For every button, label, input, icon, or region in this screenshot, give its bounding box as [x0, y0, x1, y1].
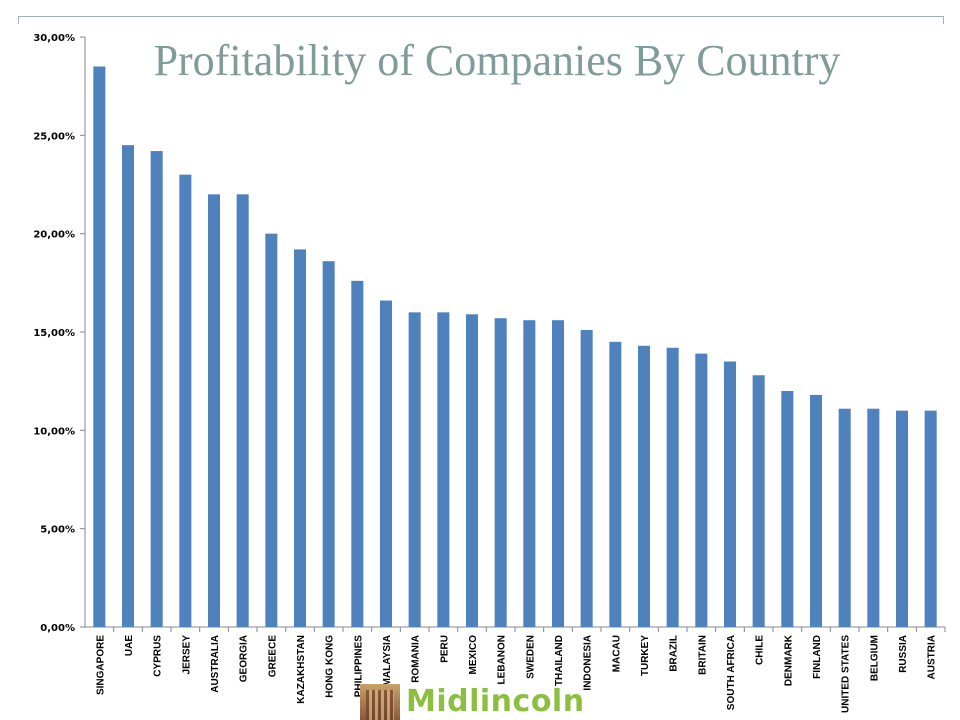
bar-peru: [437, 312, 450, 627]
bar-belgium: [867, 408, 880, 627]
x-tick-label: PERU: [439, 635, 450, 663]
x-tick-label: SOUTH AFRICA: [726, 635, 737, 710]
bar-lebanon: [494, 318, 507, 627]
bar-philippines: [351, 280, 364, 627]
bar-chile: [752, 375, 765, 627]
x-tick-label: INDONESIA: [583, 635, 594, 691]
bar-mexico: [465, 314, 479, 627]
x-tick-label: GEORGIA: [239, 635, 250, 682]
bar-thailand: [551, 320, 565, 627]
bar-georgia: [236, 194, 249, 628]
x-tick-label: GREECE: [267, 635, 278, 678]
bar-indonesia: [580, 330, 593, 627]
x-tick-label: FINLAND: [812, 635, 823, 679]
chart-title: Profitability of Companies By Country: [154, 36, 841, 85]
x-tick-label: MACAU: [611, 635, 622, 672]
x-tick-label: UAE: [124, 635, 135, 656]
bar-denmark: [781, 391, 794, 627]
y-tick-label: 10,00%: [33, 426, 75, 437]
y-tick-label: 20,00%: [33, 230, 75, 241]
y-tick-label: 15,00%: [33, 328, 75, 339]
bar-australia: [207, 194, 221, 628]
bar-united-states: [838, 408, 851, 627]
bars: [93, 66, 937, 628]
x-tick-label: SWEDEN: [525, 635, 536, 679]
midlincoln-logo: Midlincoln: [360, 684, 584, 720]
bar-brazil: [666, 347, 679, 627]
y-tick-label: 0,00%: [40, 623, 75, 634]
x-axis: SINGAPORE UAE CYPRUS JERSEY AUSTRALIA GEORGIA…: [85, 626, 946, 713]
bar-macau: [609, 341, 622, 627]
x-tick-label: RUSSIA: [898, 635, 909, 673]
bar-britain: [695, 353, 708, 627]
bar-malaysia: [379, 300, 393, 627]
x-tick-label: HONG KONG: [325, 635, 336, 698]
y-tick-label: 5,00%: [40, 525, 75, 536]
y-tick-label: 25,00%: [33, 131, 75, 142]
x-tick-label: KAZAKHSTAN: [296, 635, 307, 704]
x-tick-label: BRAZIL: [669, 635, 680, 672]
x-tick-label: PHILIPPINES: [353, 635, 364, 698]
x-tick-label: DENMARK: [783, 634, 794, 686]
x-tick-label: CHILE: [755, 635, 766, 665]
slide-frame: [18, 16, 944, 24]
x-tick-label: AUSTRIA: [927, 635, 938, 679]
bar-kazakhstan: [293, 249, 307, 627]
logo-text: Midlincoln: [406, 684, 585, 719]
bar-south-africa: [723, 361, 737, 627]
y-axis: 0,00% 5,00% 10,00% 15,00% 20,00% 25,00% 30,00%: [33, 33, 86, 634]
x-tick-label: MALAYSIA: [382, 635, 393, 686]
bar-finland: [809, 394, 823, 627]
x-tick-label: SINGAPORE: [95, 635, 106, 695]
x-tick-label: MEXICO: [468, 635, 479, 675]
bar-hong-kong: [322, 261, 335, 627]
x-tick-label: BRITAIN: [697, 635, 708, 675]
x-tick-label: BELGIUM: [869, 635, 880, 681]
x-tick-label: TURKEY: [640, 635, 651, 676]
bar-uae: [121, 145, 135, 627]
bar-singapore: [93, 66, 106, 627]
x-tick-label: ROMANIA: [411, 635, 422, 683]
x-tick-label: LEBANON: [497, 635, 508, 684]
bar-greece: [265, 233, 278, 627]
x-tick-label: AUSTRALIA: [210, 635, 221, 693]
bar-cyprus: [150, 151, 163, 628]
x-tick-label: JERSEY: [181, 635, 192, 675]
bar-sweden: [523, 320, 536, 627]
x-tick-label: THAILAND: [554, 635, 565, 686]
building-icon: [360, 684, 400, 720]
y-tick-label: 30,00%: [33, 33, 75, 44]
x-tick-label: CYPRUS: [153, 635, 164, 677]
bar-austria: [924, 410, 937, 627]
bar-romania: [408, 312, 421, 627]
x-tick-label: UNITED STATES: [841, 635, 852, 713]
bar-jersey: [179, 174, 192, 627]
bar-turkey: [637, 345, 651, 627]
bar-russia: [895, 410, 909, 627]
